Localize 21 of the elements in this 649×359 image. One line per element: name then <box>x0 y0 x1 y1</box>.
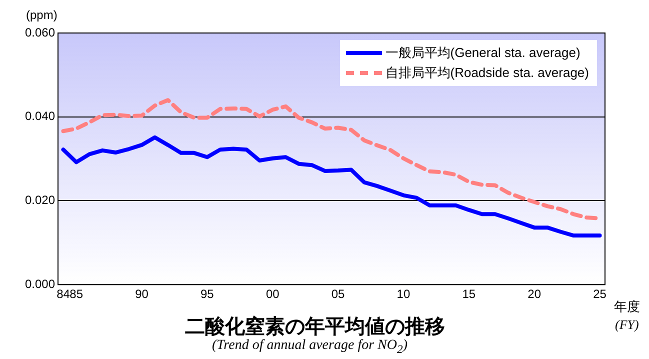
x-tick-label: 25 <box>593 287 607 302</box>
x-tick-label: 85 <box>70 287 84 302</box>
y-tick-label: 0.020 <box>24 193 56 208</box>
text: (Trend of annual average for NO$_{2}$) <box>212 338 408 356</box>
x-tick-label: 90 <box>135 287 149 302</box>
x-tick-label: 95 <box>200 287 214 302</box>
x-tick-label: 84 <box>56 287 70 302</box>
text: (FY) <box>615 317 639 333</box>
text: 二酸化窒素の年平均値の推移 <box>185 313 445 339</box>
legend-label: 一般局平均(General sta. average) <box>385 44 580 62</box>
legend-label: 自排局平均(Roadside sta. average) <box>385 64 589 82</box>
y-tick-label: 0.040 <box>24 109 56 124</box>
x-tick-label: 10 <box>396 287 410 302</box>
y-tick-label: 0.000 <box>24 276 56 291</box>
y-axis-title: (ppm) <box>26 8 58 22</box>
x-tick-label: 20 <box>528 287 542 302</box>
x-axis-title: 年度 <box>614 298 640 316</box>
y-tick-label: 0.060 <box>24 25 56 40</box>
x-tick-label: 05 <box>331 287 346 302</box>
x-tick-label: 15 <box>462 287 476 302</box>
x-tick-label: 00 <box>266 287 280 302</box>
